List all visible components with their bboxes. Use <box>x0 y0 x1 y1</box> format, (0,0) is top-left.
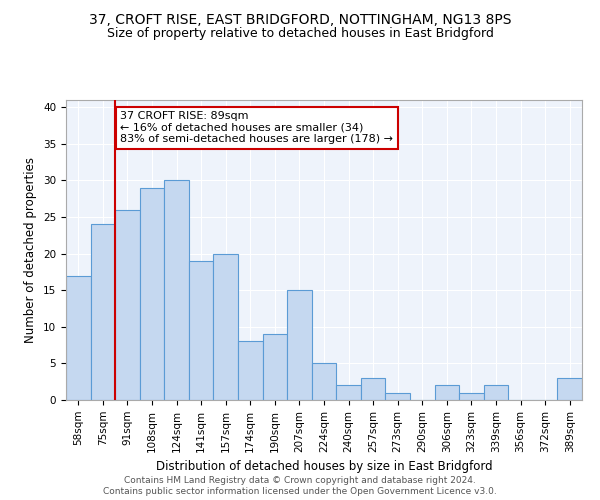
Bar <box>115 210 140 400</box>
Text: 37 CROFT RISE: 89sqm
← 16% of detached houses are smaller (34)
83% of semi-detac: 37 CROFT RISE: 89sqm ← 16% of detached h… <box>120 111 393 144</box>
Y-axis label: Number of detached properties: Number of detached properties <box>25 157 37 343</box>
Bar <box>312 364 336 400</box>
Bar <box>164 180 189 400</box>
Bar <box>140 188 164 400</box>
Bar <box>189 261 214 400</box>
Text: Contains HM Land Registry data © Crown copyright and database right 2024.: Contains HM Land Registry data © Crown c… <box>124 476 476 485</box>
Bar <box>459 392 484 400</box>
Bar <box>557 378 582 400</box>
Bar <box>287 290 312 400</box>
Bar <box>238 342 263 400</box>
X-axis label: Distribution of detached houses by size in East Bridgford: Distribution of detached houses by size … <box>155 460 493 473</box>
Bar <box>336 386 361 400</box>
Bar <box>91 224 115 400</box>
Text: Size of property relative to detached houses in East Bridgford: Size of property relative to detached ho… <box>107 28 493 40</box>
Bar <box>385 392 410 400</box>
Bar <box>214 254 238 400</box>
Bar <box>361 378 385 400</box>
Text: 37, CROFT RISE, EAST BRIDGFORD, NOTTINGHAM, NG13 8PS: 37, CROFT RISE, EAST BRIDGFORD, NOTTINGH… <box>89 12 511 26</box>
Bar <box>434 386 459 400</box>
Bar <box>263 334 287 400</box>
Bar <box>66 276 91 400</box>
Bar <box>484 386 508 400</box>
Text: Contains public sector information licensed under the Open Government Licence v3: Contains public sector information licen… <box>103 487 497 496</box>
